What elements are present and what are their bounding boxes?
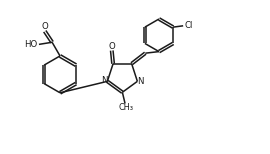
Text: N: N bbox=[101, 76, 107, 85]
Text: N: N bbox=[137, 77, 144, 86]
Text: CH₃: CH₃ bbox=[119, 103, 134, 112]
Text: O: O bbox=[108, 42, 115, 51]
Text: HO: HO bbox=[25, 40, 38, 49]
Text: Cl: Cl bbox=[185, 21, 193, 30]
Text: O: O bbox=[41, 22, 48, 31]
